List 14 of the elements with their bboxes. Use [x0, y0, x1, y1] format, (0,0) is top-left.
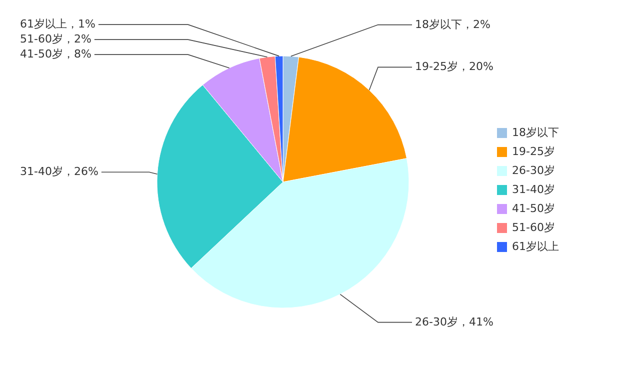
- data-label: 31-40岁，26%: [20, 165, 98, 178]
- data-label: 19-25岁，20%: [415, 60, 494, 74]
- legend-label: 41-50岁: [512, 202, 555, 216]
- data-label: 18岁以下，2%: [415, 18, 490, 31]
- legend-label: 26-30岁: [512, 164, 555, 178]
- legend-label: 31-40岁: [512, 183, 555, 196]
- data-label: 41-50岁，8%: [20, 48, 92, 61]
- legend-label: 61岁以上: [512, 240, 559, 254]
- data-label: 61岁以上，1%: [20, 18, 96, 31]
- data-label: 26-30岁，41%: [415, 315, 494, 328]
- legend-label: 51-60岁: [512, 221, 555, 234]
- data-label: 51-60岁，2%: [20, 32, 92, 46]
- legend-label: 18岁以下: [512, 126, 559, 140]
- legend-label: 19-25岁: [512, 145, 555, 158]
